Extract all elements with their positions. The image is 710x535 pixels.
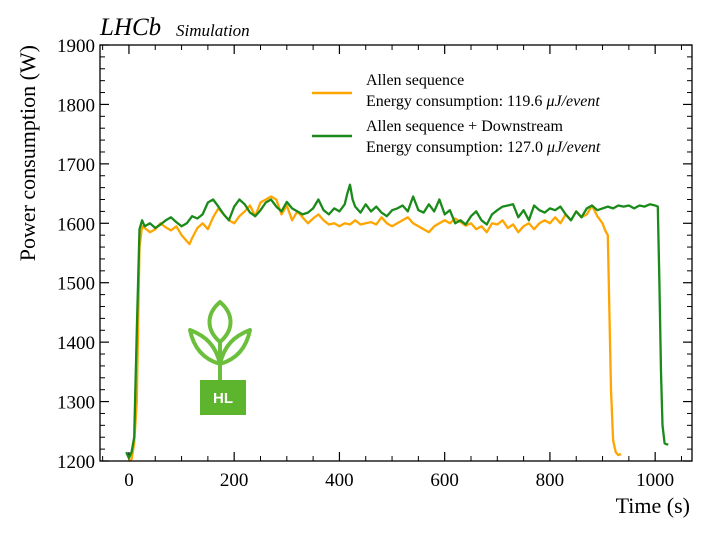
x-axis-title: Time (s) (616, 493, 690, 518)
legend: Allen sequence Energy consumption: 119.6… (312, 72, 601, 156)
legend-energy-allen-unit: μJ/event (545, 93, 600, 110)
legend-energy-allen-downstream-value: Energy consumption: 127.0 (366, 139, 547, 156)
chart-title: LHCb (99, 14, 161, 41)
legend-label-allen: Allen sequence (366, 72, 464, 89)
series-line-allen (128, 195, 622, 462)
chart-subtitle: Simulation (176, 21, 250, 40)
x-tick-label: 1000 (636, 470, 674, 491)
series-line-allen-downstream (125, 183, 669, 460)
y-tick-label: 1600 (57, 214, 95, 235)
x-tick-label: 0 (124, 470, 134, 491)
y-tick-label: 1700 (57, 155, 95, 176)
plot-frame (99, 44, 693, 462)
legend-label-allen-downstream: Allen sequence + Downstream (366, 118, 564, 135)
y-tick-label: 1500 (57, 274, 95, 295)
legend-energy-allen-downstream-unit: μJ/event (546, 139, 601, 156)
legend-energy-allen-value: Energy consumption: 119.6 (366, 93, 546, 110)
axis-tick-labels: 0 200 400 600 800 1000 1200 1300 1400 1500 1600 170… (57, 36, 674, 491)
y-tick-label: 1200 (57, 452, 95, 473)
x-tick-label: 400 (325, 470, 354, 491)
logo-center-leaf (207, 300, 233, 344)
legend-energy-allen: Energy consumption: 119.6 μJ/event (366, 93, 600, 110)
y-tick-label: 1800 (57, 95, 95, 116)
y-tick-label: 1400 (57, 333, 95, 354)
y-tick-label: 1300 (57, 393, 95, 414)
logo-hl-text: HL (213, 390, 233, 407)
x-tick-label: 800 (536, 470, 565, 491)
logo-box (200, 380, 246, 415)
y-axis-title: Power consumption (W) (15, 45, 40, 261)
hl-plant-logo: HL (188, 300, 252, 415)
x-tick-label: 200 (220, 470, 249, 491)
x-tick-label: 600 (430, 470, 459, 491)
series-layer (125, 183, 669, 462)
y-tick-label: 1900 (57, 36, 95, 57)
legend-energy-allen-downstream: Energy consumption: 127.0 μJ/event (366, 139, 601, 156)
